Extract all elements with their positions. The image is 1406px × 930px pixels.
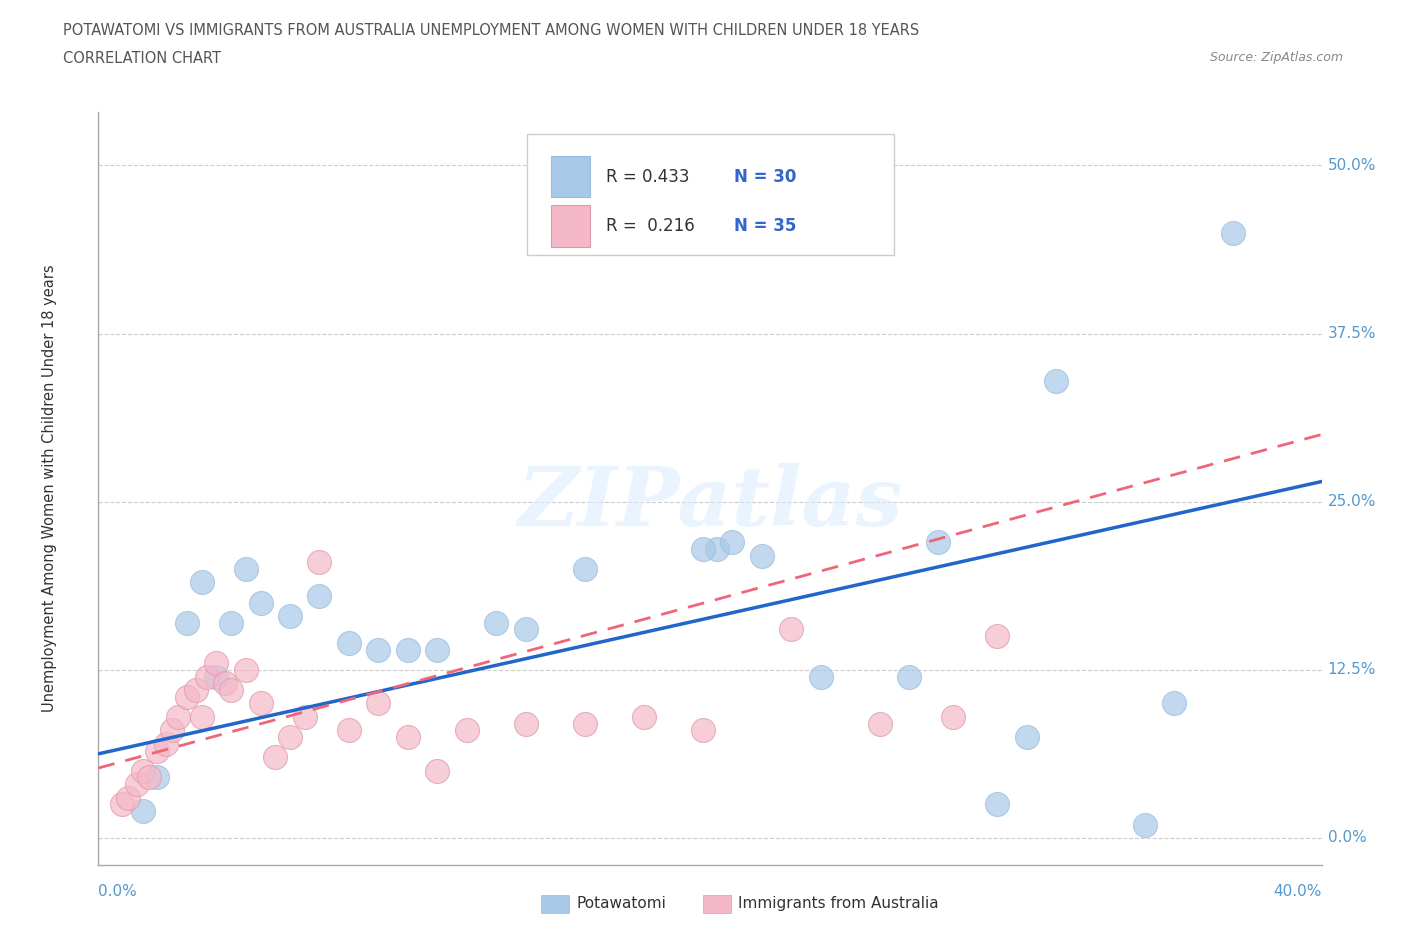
Point — [1015, 730, 1038, 745]
Point — [456, 723, 478, 737]
Point — [367, 643, 389, 658]
Point — [367, 696, 389, 711]
Point — [515, 622, 537, 637]
Point — [176, 616, 198, 631]
Point — [111, 797, 134, 812]
Text: 25.0%: 25.0% — [1327, 494, 1376, 510]
Point — [633, 710, 655, 724]
Point — [117, 790, 139, 805]
Point — [125, 777, 148, 791]
FancyBboxPatch shape — [526, 134, 894, 255]
Point — [692, 723, 714, 737]
Point — [308, 555, 330, 570]
Point — [205, 656, 228, 671]
Point — [197, 670, 219, 684]
Point — [294, 710, 316, 724]
Point — [131, 804, 153, 818]
Point — [485, 616, 508, 631]
Point — [190, 575, 212, 590]
Point — [190, 710, 212, 724]
Point — [1163, 696, 1185, 711]
Text: 40.0%: 40.0% — [1274, 884, 1322, 898]
Point — [184, 683, 207, 698]
Point — [986, 629, 1008, 644]
Point — [214, 676, 236, 691]
Point — [810, 670, 832, 684]
Point — [869, 716, 891, 731]
Point — [574, 716, 596, 731]
Point — [176, 689, 198, 704]
Point — [706, 541, 728, 556]
Point — [515, 716, 537, 731]
Point — [396, 643, 419, 658]
Point — [574, 562, 596, 577]
Point — [780, 622, 803, 637]
Point — [235, 562, 257, 577]
Point — [927, 535, 949, 550]
Point — [396, 730, 419, 745]
Point — [278, 730, 301, 745]
Text: N = 35: N = 35 — [734, 217, 797, 235]
Point — [138, 770, 160, 785]
Point — [131, 764, 153, 778]
Point — [235, 662, 257, 677]
Point — [167, 710, 190, 724]
Text: Source: ZipAtlas.com: Source: ZipAtlas.com — [1209, 51, 1343, 64]
Text: 12.5%: 12.5% — [1327, 662, 1376, 677]
Text: 50.0%: 50.0% — [1327, 158, 1376, 173]
Point — [205, 670, 228, 684]
Point — [264, 750, 287, 764]
Point — [942, 710, 965, 724]
Text: Unemployment Among Women with Children Under 18 years: Unemployment Among Women with Children U… — [42, 264, 58, 712]
Point — [751, 548, 773, 563]
Point — [308, 589, 330, 604]
FancyBboxPatch shape — [551, 206, 591, 246]
Point — [155, 737, 177, 751]
Point — [1133, 817, 1156, 832]
Point — [278, 608, 301, 623]
Point — [249, 696, 271, 711]
Point — [337, 635, 360, 650]
Point — [898, 670, 921, 684]
Text: ZIPatlas: ZIPatlas — [517, 463, 903, 543]
Point — [1045, 373, 1067, 388]
Point — [1222, 225, 1244, 240]
Point — [337, 723, 360, 737]
Text: CORRELATION CHART: CORRELATION CHART — [63, 51, 221, 66]
Point — [692, 541, 714, 556]
Point — [219, 616, 242, 631]
Text: 37.5%: 37.5% — [1327, 326, 1376, 341]
Text: POTAWATOMI VS IMMIGRANTS FROM AUSTRALIA UNEMPLOYMENT AMONG WOMEN WITH CHILDREN U: POTAWATOMI VS IMMIGRANTS FROM AUSTRALIA … — [63, 23, 920, 38]
Point — [219, 683, 242, 698]
FancyBboxPatch shape — [551, 156, 591, 197]
Point — [160, 723, 183, 737]
Point — [721, 535, 744, 550]
Point — [146, 770, 169, 785]
Text: 0.0%: 0.0% — [98, 884, 138, 898]
Point — [426, 643, 449, 658]
Point — [249, 595, 271, 610]
Point — [426, 764, 449, 778]
Text: N = 30: N = 30 — [734, 167, 797, 185]
Text: R = 0.433: R = 0.433 — [606, 167, 689, 185]
Point — [146, 743, 169, 758]
Text: R =  0.216: R = 0.216 — [606, 217, 695, 235]
Text: 0.0%: 0.0% — [1327, 830, 1367, 845]
Text: Immigrants from Australia: Immigrants from Australia — [738, 897, 939, 911]
Point — [986, 797, 1008, 812]
Text: Potawatomi: Potawatomi — [576, 897, 666, 911]
